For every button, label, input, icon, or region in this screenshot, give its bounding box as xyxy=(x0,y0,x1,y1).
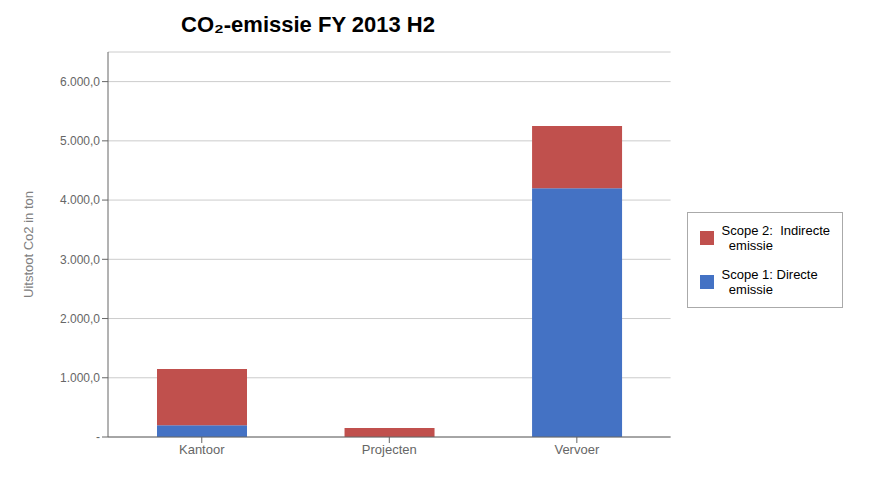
svg-text:-: - xyxy=(96,430,100,444)
html-text:Scope 2: Indirecte emissie: Scope 2: Indirecte emissie xyxy=(721,222,830,253)
html-text:CO₂-emissie FY 2013 H2: CO₂-emissie FY 2013 H2 xyxy=(181,12,435,37)
html-text:Scope 1: Directe emissie: Scope 1: Directe emissie xyxy=(721,266,818,297)
svg-text:Projecten: Projecten xyxy=(362,442,417,457)
svg-text:Vervoer: Vervoer xyxy=(554,442,599,457)
svg-text:Uitstoot Co2 in ton: Uitstoot Co2 in ton xyxy=(21,191,36,298)
svg-text:3.000,0: 3.000,0 xyxy=(60,253,100,267)
svg-text:5.000,0: 5.000,0 xyxy=(60,134,100,148)
svg-text:Kantoor: Kantoor xyxy=(179,442,225,457)
svg-text:4.000,0: 4.000,0 xyxy=(60,193,100,207)
svg-text:2.000,0: 2.000,0 xyxy=(60,312,100,326)
svg-text:1.000,0: 1.000,0 xyxy=(60,371,100,385)
svg-text:6.000,0: 6.000,0 xyxy=(60,75,100,89)
